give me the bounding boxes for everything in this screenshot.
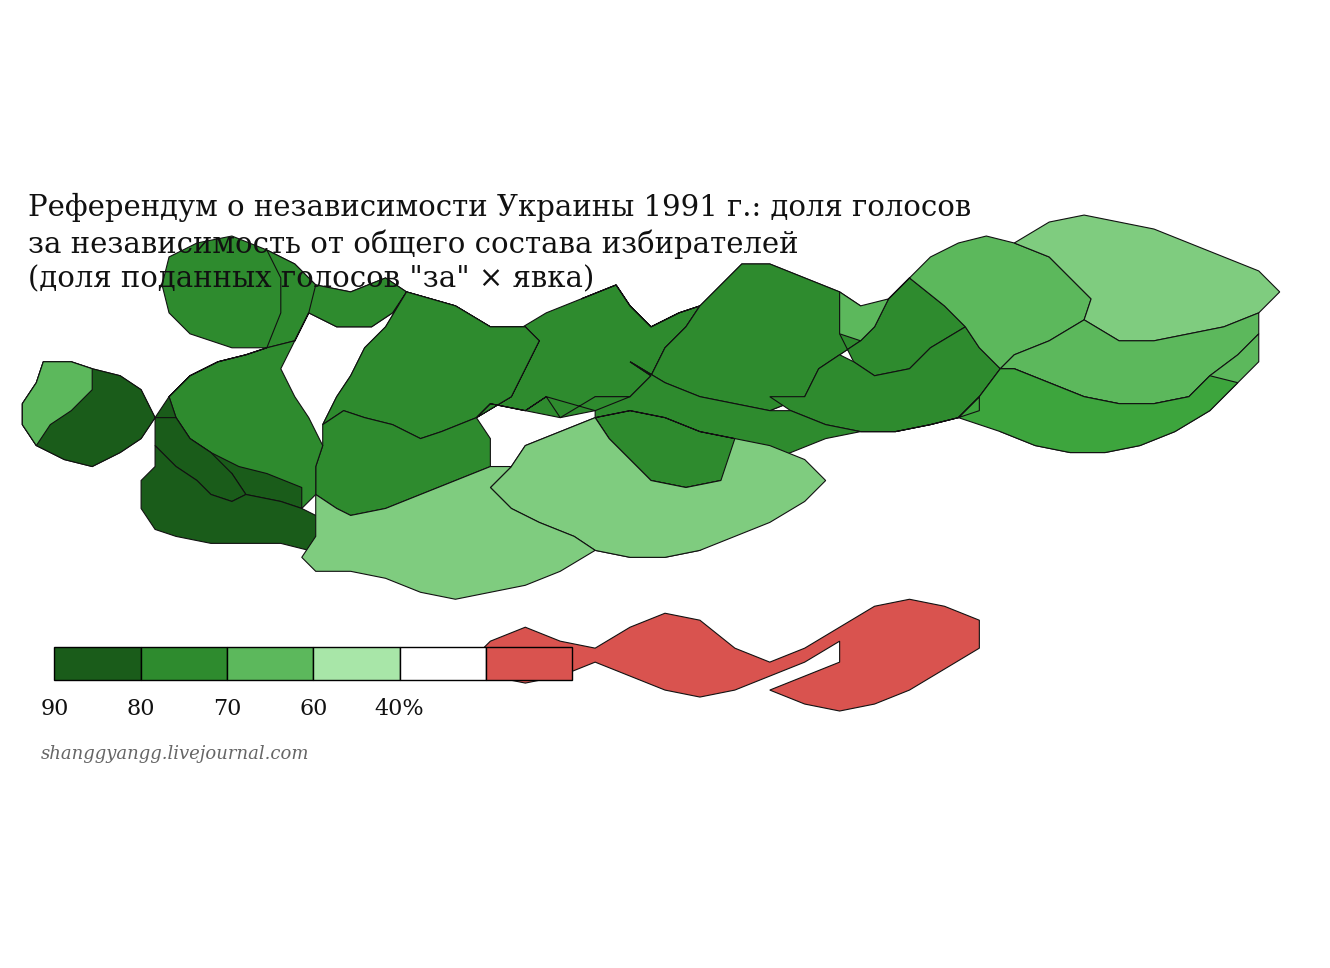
Polygon shape [162,236,315,348]
Text: 80: 80 [126,698,156,720]
Polygon shape [1000,313,1258,404]
FancyBboxPatch shape [314,648,399,680]
Polygon shape [23,362,92,445]
Text: shanggyangg.livejournal.com: shanggyangg.livejournal.com [41,745,310,763]
Polygon shape [469,599,979,711]
Polygon shape [959,334,1258,453]
Polygon shape [169,313,323,508]
Text: 40%: 40% [375,698,424,720]
Polygon shape [309,278,539,439]
FancyBboxPatch shape [227,648,314,680]
Polygon shape [23,362,246,501]
Polygon shape [156,348,302,508]
Polygon shape [23,362,156,467]
Polygon shape [581,264,875,410]
Polygon shape [630,264,966,410]
Polygon shape [315,410,491,515]
Text: 70: 70 [213,698,241,720]
Polygon shape [861,369,1238,453]
FancyBboxPatch shape [399,648,485,680]
Polygon shape [491,417,826,558]
Polygon shape [407,285,700,439]
Text: Референдум о независимости Украины 1991 г.: доля голосов
за независимость от общ: Референдум о независимости Украины 1991 … [28,193,971,293]
Polygon shape [839,236,1091,369]
FancyBboxPatch shape [485,648,572,680]
Polygon shape [267,250,407,348]
Text: 60: 60 [299,698,327,720]
Polygon shape [141,445,330,551]
Polygon shape [323,292,630,439]
Text: 90: 90 [40,698,69,720]
Polygon shape [491,410,755,558]
FancyBboxPatch shape [141,648,227,680]
Polygon shape [595,362,861,488]
FancyBboxPatch shape [55,648,141,680]
Polygon shape [302,467,595,599]
Polygon shape [1015,215,1279,341]
Polygon shape [770,327,1000,432]
